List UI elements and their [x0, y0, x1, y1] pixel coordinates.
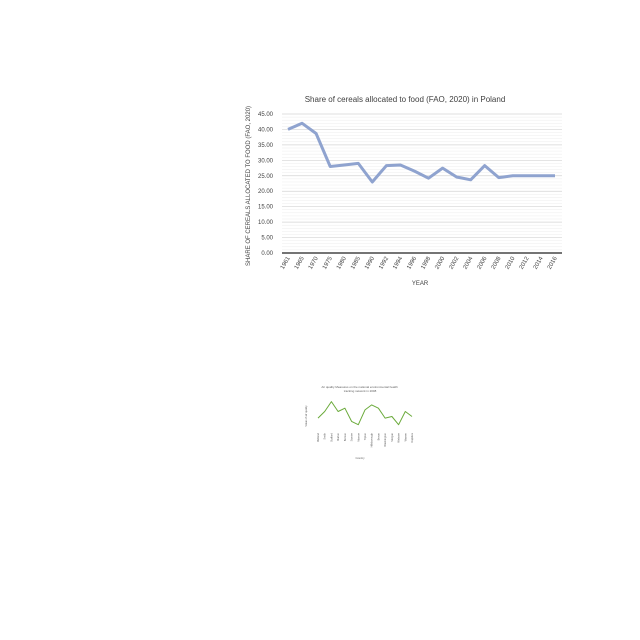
thumbnail-chart-title: Air quality Measures on the national env… — [321, 385, 398, 393]
thumbnail-x-tick-label: Monroe — [356, 432, 360, 441]
x-axis-label: YEAR — [412, 281, 429, 287]
x-tick-label: 2008 — [491, 255, 503, 270]
x-tick-label: 2012 — [519, 255, 531, 270]
thumbnail-x-tick-label: Smith — [323, 432, 327, 439]
y-axis-label: SHARE OF CEREALS ALLOCATED TO FOOD (FAO,… — [246, 106, 252, 266]
chart-title: Share of cereals allocated to food (FAO,… — [305, 95, 506, 104]
x-tick-label: 1965 — [294, 255, 306, 270]
x-tick-label: 2016 — [547, 255, 559, 270]
thumbnail-x-tick-label: Rapides — [410, 432, 414, 442]
thumbnail-y-axis-label: Value of air quality — [304, 405, 308, 427]
main-line-chart: Share of cereals allocated to food (FAO,… — [246, 95, 562, 287]
y-tick-label: 15.00 — [258, 205, 274, 211]
y-tick-label: 0.00 — [261, 251, 273, 257]
gridlines — [282, 113, 562, 251]
thumbnail-x-tick-labels: Midland Smith Stafford Marion Benton Sumter Mo… — [316, 432, 414, 447]
x-tick-label: 1970 — [308, 255, 320, 270]
thumbnail-x-tick-label: Brown — [376, 432, 380, 440]
thumbnail-x-tick-label: Hillsborough — [370, 432, 374, 447]
thumbnail-x-tick-label: Stafford — [329, 432, 333, 442]
thumbnail-x-axis-label: Country — [355, 456, 365, 460]
y-tick-label: 20.00 — [258, 189, 274, 195]
thumbnail-x-tick-label: Morgan — [390, 432, 394, 441]
thumbnail-title-line-1: Air quality Measures on the national env… — [321, 385, 398, 389]
y-tick-labels: 0.00 5.00 10.00 15.00 20.00 25.00 30.00 35.00 40… — [258, 112, 274, 257]
y-tick-label: 35.00 — [258, 143, 274, 149]
y-tick-label: 45.00 — [258, 112, 274, 118]
y-tick-label: 10.00 — [258, 220, 274, 226]
x-tick-label: 1975 — [322, 255, 334, 270]
x-tick-label: 2014 — [533, 255, 545, 270]
thumbnail-x-tick-label: Marion — [336, 432, 340, 440]
thumbnail-x-tick-label: Midland — [316, 432, 320, 442]
thumbnail-x-tick-label: Tipton — [363, 432, 367, 440]
x-tick-label: 1992 — [378, 255, 390, 270]
x-tick-label: 2000 — [434, 255, 446, 270]
x-tick-label: 2002 — [448, 255, 460, 270]
y-tick-label: 40.00 — [258, 127, 274, 133]
thumbnail-x-tick-label: Sumter — [350, 433, 354, 441]
x-tick-label: 1998 — [420, 255, 432, 270]
y-tick-label: 25.00 — [258, 174, 274, 180]
x-tick-label: 2006 — [477, 255, 489, 270]
thumbnail-series-line — [317, 401, 413, 426]
x-tick-label: 1990 — [364, 255, 376, 270]
x-tick-label: 1980 — [336, 255, 348, 270]
y-tick-label: 30.00 — [258, 158, 274, 164]
thumbnail-x-tick-label: Warren — [403, 432, 407, 441]
thumbnail-line-chart: Air quality Measures on the national env… — [304, 385, 414, 460]
thumbnail-x-tick-label: Benton — [343, 432, 347, 441]
x-tick-label: 2004 — [463, 255, 475, 270]
thumbnail-x-tick-label: Webster — [397, 433, 401, 443]
y-tick-label: 5.00 — [261, 236, 273, 242]
x-tick-label: 1985 — [350, 255, 362, 270]
series-line — [287, 121, 555, 184]
thumbnail-x-tick-label: Washington — [383, 432, 387, 446]
x-tick-label: 1994 — [392, 255, 404, 270]
x-tick-labels: 1961 1965 1970 1975 1980 1985 1990 1992 1994 1996… — [280, 255, 559, 270]
x-tick-label: 1996 — [406, 255, 418, 270]
thumbnail-title-line-2: tracking network in 2008 — [344, 389, 377, 393]
x-tick-label: 1961 — [280, 255, 292, 270]
x-tick-label: 2010 — [505, 255, 517, 270]
